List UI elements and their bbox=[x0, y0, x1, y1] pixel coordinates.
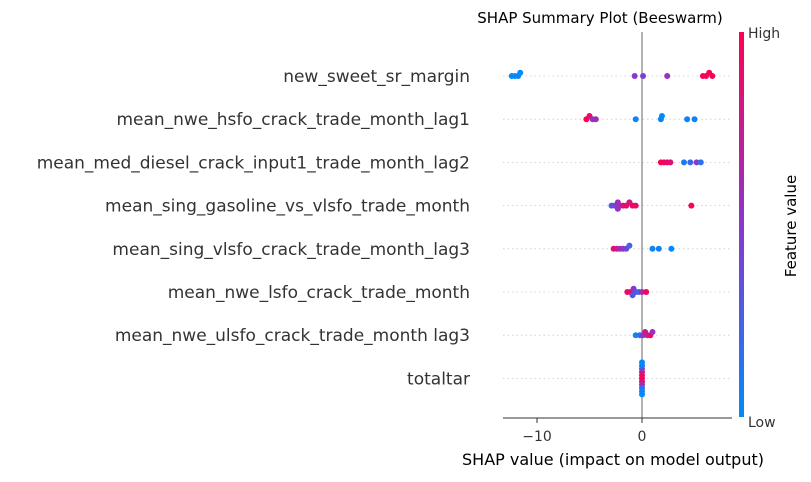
shap-point bbox=[658, 113, 665, 119]
shap-point bbox=[691, 116, 698, 123]
shap-point bbox=[632, 116, 639, 123]
feature-label: totaltar bbox=[407, 369, 470, 389]
feature-gridlines bbox=[503, 75, 732, 379]
x-tick-label: 0 bbox=[638, 429, 647, 445]
shap-point bbox=[667, 159, 674, 166]
shap-point bbox=[684, 116, 691, 123]
shap-point bbox=[626, 242, 633, 249]
shap-point bbox=[629, 292, 636, 299]
shap-point bbox=[687, 159, 694, 166]
shap-point bbox=[693, 159, 700, 166]
shap-point bbox=[614, 205, 621, 212]
shap-point bbox=[697, 159, 704, 166]
shap-point bbox=[517, 69, 524, 76]
shap-point bbox=[649, 329, 656, 335]
shap-point bbox=[655, 245, 662, 252]
shap-point bbox=[639, 359, 645, 366]
x-axis-ticks: −10 0 bbox=[522, 418, 646, 445]
shap-point bbox=[688, 202, 695, 209]
shap-point bbox=[643, 289, 650, 295]
feature-label: mean_nwe_hsfo_crack_trade_month_lag1 bbox=[116, 110, 470, 130]
shap-point bbox=[592, 116, 599, 123]
shap-point bbox=[664, 73, 671, 79]
feature-label: mean_nwe_ulsfo_crack_trade_month lag3 bbox=[115, 326, 470, 346]
shap-point bbox=[639, 289, 645, 295]
feature-label: mean_nwe_lsfo_crack_trade_month bbox=[168, 283, 470, 303]
chart-title: SHAP Summary Plot (Beeswarm) bbox=[477, 9, 722, 27]
shap-point bbox=[632, 332, 639, 339]
shap-point bbox=[640, 73, 647, 79]
shap-point bbox=[668, 245, 675, 252]
shap-point bbox=[631, 73, 638, 79]
feature-label: new_sweet_sr_margin bbox=[283, 67, 470, 87]
shap-point bbox=[649, 245, 656, 252]
colorbar-low-label: Low bbox=[748, 415, 776, 431]
feature-labels: new_sweet_sr_margin mean_nwe_hsfo_crack_t… bbox=[37, 67, 470, 389]
feature-label: mean_sing_gasoline_vs_vlsfo_trade_month bbox=[105, 197, 470, 217]
feature-label: mean_med_diesel_crack_input1_trade_month… bbox=[37, 153, 470, 173]
shap-point bbox=[639, 391, 645, 398]
beeswarm-points bbox=[508, 69, 716, 398]
x-axis-label: SHAP value (impact on model output) bbox=[462, 450, 764, 469]
colorbar bbox=[739, 32, 744, 417]
shap-point bbox=[709, 73, 716, 79]
feature-label: mean_sing_vlsfo_crack_trade_month_lag3 bbox=[112, 240, 470, 260]
shap-point bbox=[632, 202, 639, 209]
colorbar-high-label: High bbox=[748, 26, 780, 42]
x-tick-label: −10 bbox=[522, 429, 552, 445]
shap-point bbox=[681, 159, 687, 166]
colorbar-title: Feature value bbox=[782, 175, 800, 277]
